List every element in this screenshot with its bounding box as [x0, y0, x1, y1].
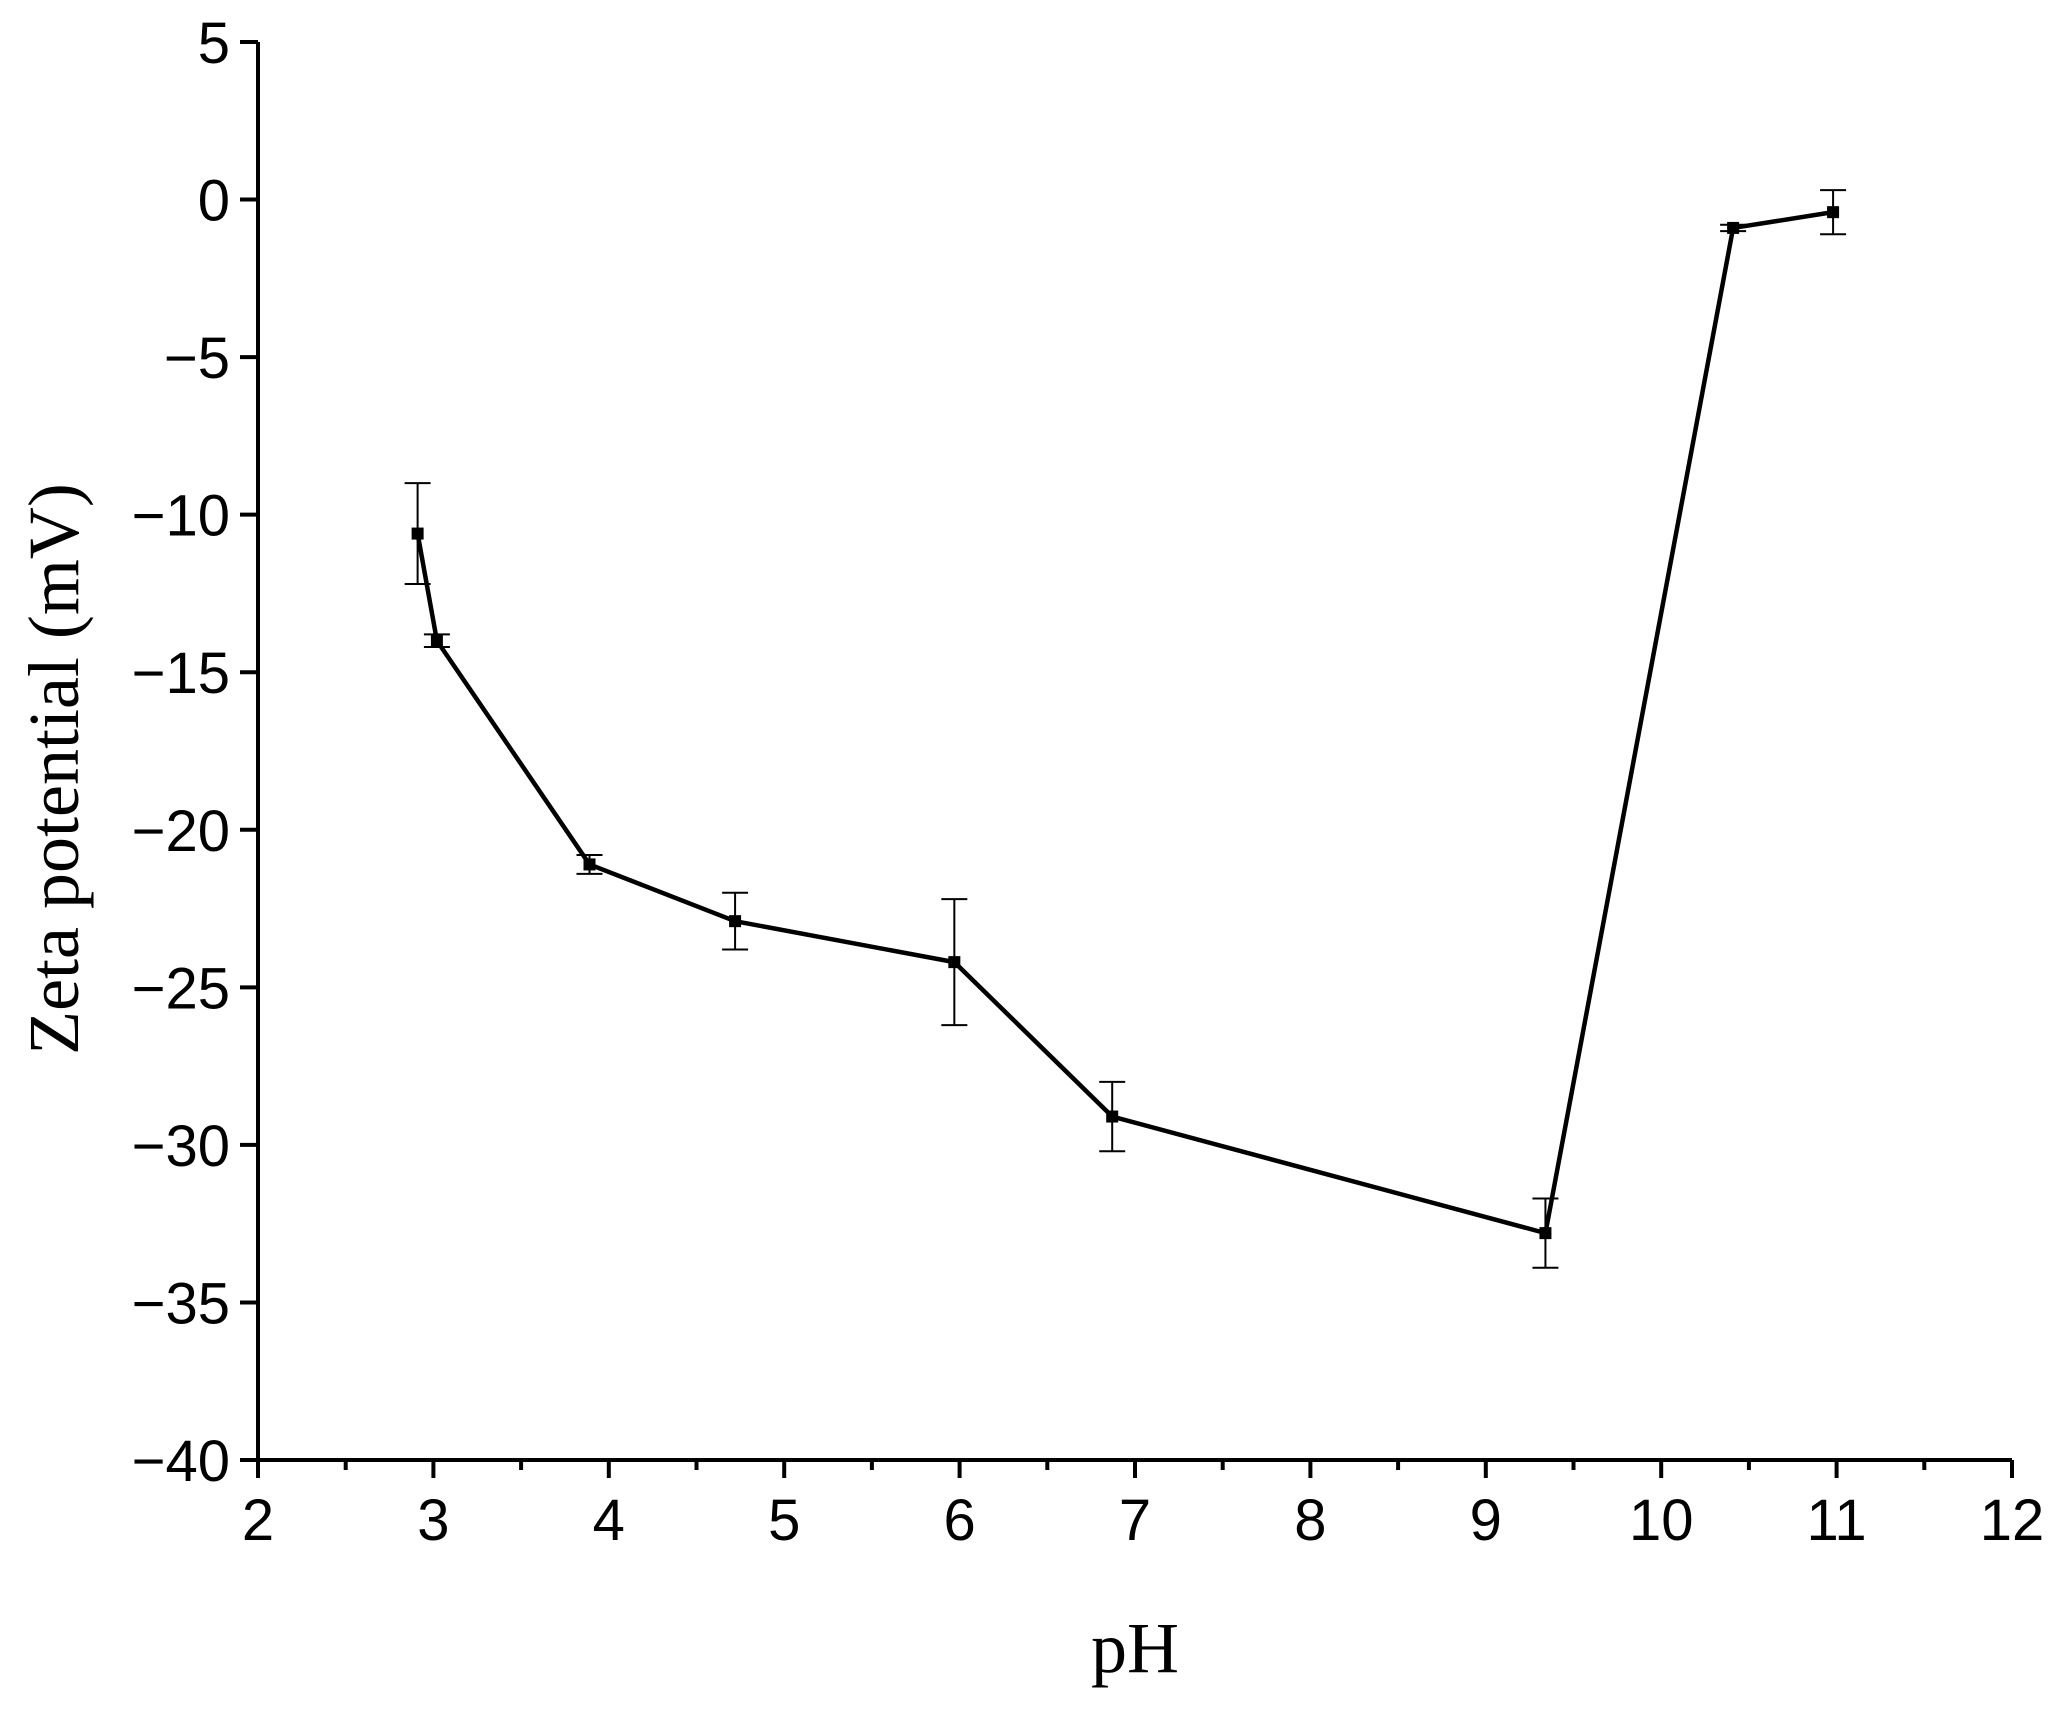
y-axis-title: Zeta potential (mV) — [14, 483, 94, 1055]
data-point — [1727, 221, 1740, 234]
x-tick-label: 4 — [593, 1488, 625, 1553]
data-point — [411, 527, 424, 540]
x-tick-label: 3 — [417, 1488, 449, 1553]
y-tick-label: −20 — [132, 799, 230, 864]
data-point — [1827, 206, 1840, 219]
data-point — [729, 915, 742, 928]
series-line — [415, 209, 1834, 1236]
axes: 2 3 4 5 6 7 8 9 10 11 12 5 0 −5 −10 −15 −20 −25 −30 −35 −40 — [132, 11, 2045, 1553]
x-tick-label: 7 — [1119, 1488, 1151, 1553]
x-tick-label: 12 — [1980, 1488, 2045, 1553]
y-tick-label: 0 — [198, 169, 230, 234]
plot-area — [404, 189, 1847, 1269]
y-tick-label: −15 — [132, 641, 230, 706]
x-tick-label: 2 — [242, 1488, 274, 1553]
y-tick-label: −35 — [132, 1271, 230, 1336]
data-point — [1539, 1227, 1552, 1240]
x-tick-label: 6 — [943, 1488, 975, 1553]
data-point — [583, 858, 596, 871]
y-tick-label: −40 — [132, 1429, 230, 1494]
y-tick-label: −25 — [132, 956, 230, 1021]
x-axis-title: pH — [1091, 1608, 1179, 1688]
y-tick-label: −10 — [132, 484, 230, 549]
x-tick-label: 10 — [1629, 1488, 1694, 1553]
x-tick-label: 11 — [1806, 1488, 1866, 1553]
y-tick-label: 5 — [198, 11, 230, 76]
data-point — [948, 956, 961, 969]
data-point — [430, 634, 443, 647]
x-tick-label: 5 — [768, 1488, 800, 1553]
x-tick-label: 8 — [1294, 1488, 1326, 1553]
x-tick-label: 9 — [1470, 1488, 1502, 1553]
y-tick-label: −5 — [164, 326, 230, 391]
data-point — [1106, 1110, 1119, 1123]
y-tick-label: −30 — [132, 1114, 230, 1179]
